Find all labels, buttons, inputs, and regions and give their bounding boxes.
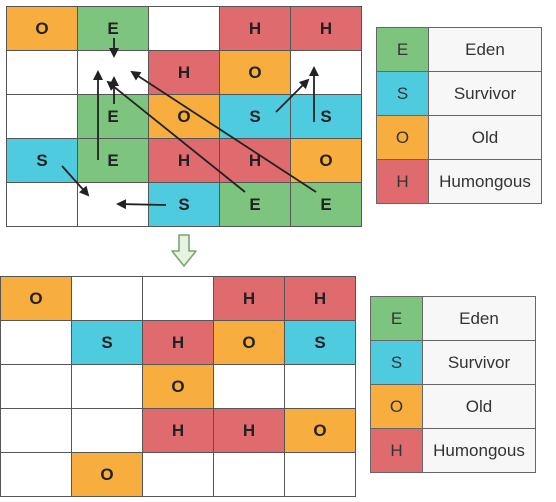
legend-row-old: O Old: [370, 384, 536, 429]
region-empty: [284, 452, 356, 497]
region-o: O: [148, 94, 220, 139]
legend-before: E Eden S Survivor O Old H Humongous: [376, 27, 542, 204]
legend-swatch: E: [376, 27, 429, 72]
legend-swatch: H: [370, 428, 423, 473]
region-s: S: [6, 138, 78, 183]
region-empty: [284, 364, 356, 409]
legend-label: Old: [428, 115, 542, 160]
legend-row-old: O Old: [376, 115, 542, 160]
region-o: O: [71, 452, 143, 497]
legend-swatch: E: [370, 296, 423, 341]
region-o: O: [213, 320, 285, 365]
region-h: H: [148, 50, 220, 95]
region-empty: [142, 452, 214, 497]
region-s: S: [71, 320, 143, 365]
legend-swatch: O: [376, 115, 429, 160]
region-h: H: [142, 320, 214, 365]
legend-label: Humongous: [422, 428, 536, 473]
region-e: E: [77, 6, 149, 51]
region-empty: [71, 364, 143, 409]
region-h: H: [284, 276, 356, 321]
legend-label: Survivor: [422, 340, 536, 385]
legend-swatch: S: [370, 340, 423, 385]
region-s: S: [219, 94, 291, 139]
region-h: H: [148, 138, 220, 183]
region-o: O: [284, 408, 356, 453]
legend-swatch: O: [370, 384, 423, 429]
legend-row-humongous: H Humongous: [370, 428, 536, 473]
region-empty: [142, 276, 214, 321]
region-e: E: [77, 94, 149, 139]
region-h: H: [142, 408, 214, 453]
legend-row-eden: E Eden: [376, 27, 542, 72]
region-empty: [213, 364, 285, 409]
region-empty: [71, 276, 143, 321]
region-s: S: [290, 94, 362, 139]
region-o: O: [219, 50, 291, 95]
region-empty: [0, 452, 72, 497]
region-s: S: [148, 182, 220, 227]
region-h: H: [290, 6, 362, 51]
transition-arrow-icon: [171, 234, 197, 267]
region-empty: [6, 50, 78, 95]
region-empty: [290, 50, 362, 95]
region-h: H: [213, 408, 285, 453]
region-h: H: [219, 138, 291, 183]
region-empty: [0, 320, 72, 365]
region-e: E: [77, 138, 149, 183]
legend-row-survivor: S Survivor: [370, 340, 536, 385]
region-h: H: [213, 276, 285, 321]
region-o: O: [142, 364, 214, 409]
region-o: O: [0, 276, 72, 321]
region-empty: [0, 408, 72, 453]
region-empty: [77, 182, 149, 227]
region-empty: [71, 408, 143, 453]
region-empty: [213, 452, 285, 497]
region-empty: [6, 182, 78, 227]
region-o: O: [6, 6, 78, 51]
region-s: S: [284, 320, 356, 365]
region-e: E: [290, 182, 362, 227]
region-empty: [77, 50, 149, 95]
region-h: H: [219, 6, 291, 51]
legend-swatch: S: [376, 71, 429, 116]
legend-label: Humongous: [428, 159, 542, 204]
legend-label: Eden: [428, 27, 542, 72]
legend-label: Old: [422, 384, 536, 429]
region-o: O: [290, 138, 362, 183]
region-empty: [148, 6, 220, 51]
legend-swatch: H: [376, 159, 429, 204]
legend-row-eden: E Eden: [370, 296, 536, 341]
legend-row-humongous: H Humongous: [376, 159, 542, 204]
region-empty: [0, 364, 72, 409]
region-empty: [6, 94, 78, 139]
legend-label: Survivor: [428, 71, 542, 116]
legend-label: Eden: [422, 296, 536, 341]
legend-after: E Eden S Survivor O Old H Humongous: [370, 296, 536, 473]
legend-row-survivor: S Survivor: [376, 71, 542, 116]
region-e: E: [219, 182, 291, 227]
